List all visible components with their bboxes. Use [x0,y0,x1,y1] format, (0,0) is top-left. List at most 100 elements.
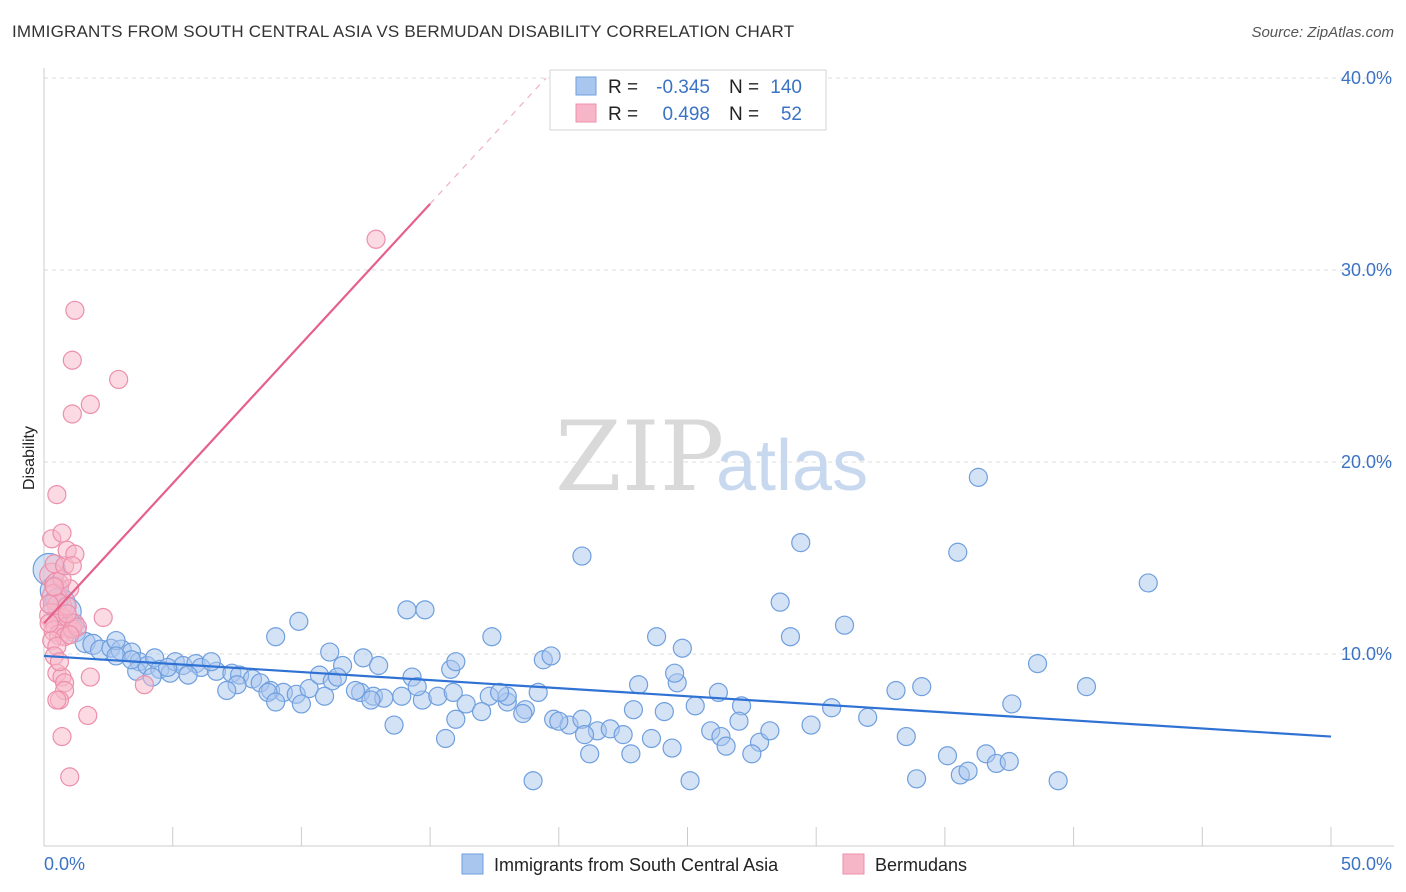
data-point [299,678,319,699]
y-tick-label: 40.0% [1341,68,1392,88]
data-point [482,627,502,647]
data-point [834,615,855,635]
y-tick-label: 20.0% [1341,452,1392,472]
data-point [384,715,404,735]
data-point [456,694,476,714]
data-point [397,600,417,620]
data-point [580,744,600,764]
grid-lines [44,77,1394,655]
data-point [80,394,100,414]
y-tick-label: 10.0% [1341,644,1392,664]
series-blue-points [32,467,1158,791]
stats-r-value-blue: -0.345 [656,77,710,98]
x-tick-labels: 0.0% 50.0% [44,854,1392,874]
data-point [937,746,958,766]
data-point [435,728,456,749]
axes [43,68,1394,847]
data-point [345,680,366,701]
data-point [541,646,561,666]
stats-r-label-blue: R = [608,77,638,98]
data-point [912,677,932,697]
data-point [948,542,968,562]
data-point [320,642,340,662]
data-point [78,705,98,726]
stats-n-value-pink: 52 [781,104,802,125]
data-point [791,533,811,553]
data-point [121,650,142,670]
data-point [39,594,59,614]
data-point [641,728,662,749]
data-point [266,627,286,647]
y-tick-label: 30.0% [1341,260,1392,280]
legend-label-pink: Bermudans [875,855,967,875]
data-point [446,709,466,729]
data-point [134,675,154,695]
stats-swatch-pink [575,103,597,123]
data-point [291,694,311,714]
data-point [327,667,348,687]
data-point [415,600,435,620]
data-point [109,369,129,390]
x-tick-label: 0.0% [44,854,85,874]
data-point [314,686,335,706]
data-point [366,229,386,249]
data-point [1027,653,1048,674]
data-point [353,648,373,668]
data-point [822,698,842,718]
y-tick-labels: 10.0% 20.0% 30.0% 40.0% [1341,68,1392,664]
data-point [60,767,80,787]
data-point [729,711,749,731]
data-point [523,771,543,791]
watermark: ZIP atlas [555,401,868,513]
legend-swatch-blue [461,853,484,875]
data-point [93,607,113,628]
data-point [628,675,649,695]
data-point [39,613,59,633]
stats-swatch-blue [575,76,597,96]
data-point [178,665,198,685]
trendlines [43,77,1332,738]
data-point [999,751,1019,772]
data-point [369,655,389,676]
data-point [549,711,569,731]
watermark-atlas: atlas [716,426,868,506]
data-point [1002,694,1022,714]
stats-n-label-blue: N = [729,77,759,98]
data-point [780,627,801,647]
data-point [44,577,64,597]
data-point [201,652,221,672]
data-point [742,744,762,764]
data-point [665,663,685,683]
stats-n-value-blue: 140 [770,77,802,98]
stats-r-value-pink: 0.498 [662,104,710,125]
data-point [62,404,82,424]
data-point [685,696,705,716]
data-point [62,556,82,576]
data-point [65,300,85,320]
data-point [446,652,466,672]
trendline-extension-pink [429,77,547,205]
data-point [906,769,927,789]
data-point [716,736,736,756]
data-point [513,703,533,724]
data-point [886,680,906,701]
data-point [60,625,80,645]
data-point [217,680,237,701]
data-point [443,682,463,703]
data-point [770,592,790,612]
data-point [680,771,700,791]
data-point [896,726,916,747]
data-point [801,715,821,735]
series-pink-points [39,229,386,787]
data-point [1138,573,1158,593]
data-point [1076,677,1097,697]
data-point [52,523,72,543]
data-point [407,677,427,697]
x-tick-label: 50.0% [1341,854,1392,874]
data-point [471,701,492,722]
trendline-pink [43,203,431,625]
data-point [157,657,178,678]
source-credit: Source: ZipAtlas.com [1251,24,1394,41]
data-point [266,692,286,712]
